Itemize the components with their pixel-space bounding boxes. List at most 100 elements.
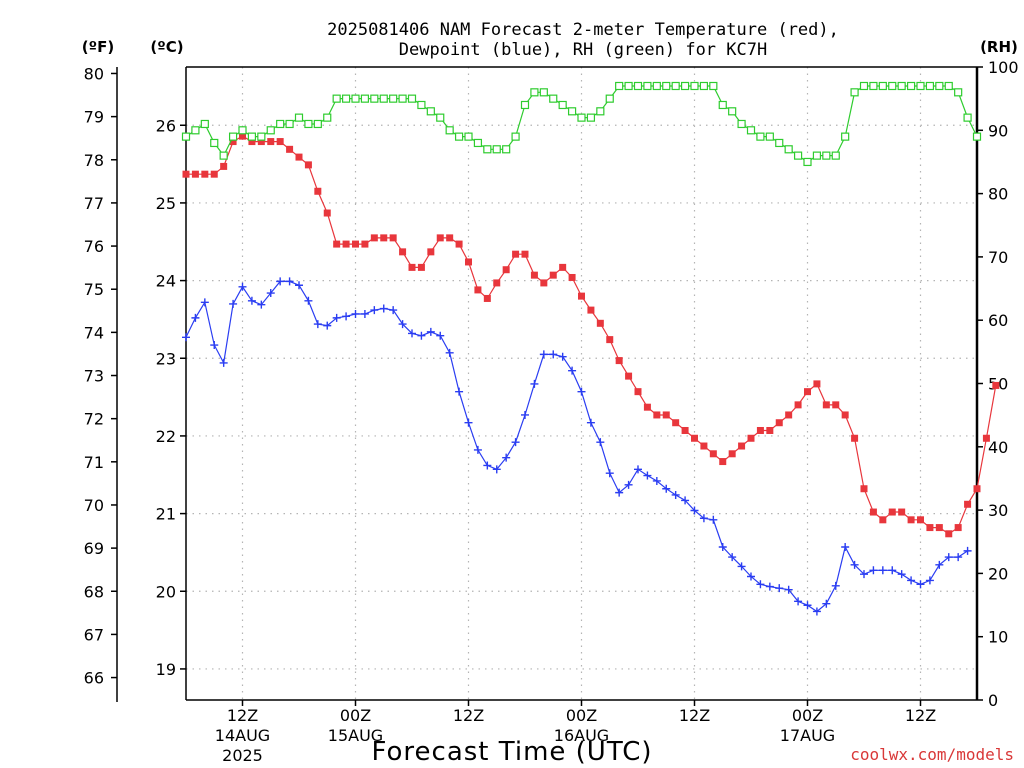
dewpoint-point [473,445,482,454]
rh-tick-label: 20 [988,564,1008,583]
rh-point [558,100,567,110]
rh-point [831,151,840,160]
temperature-point [700,442,708,450]
rh-point [728,107,737,116]
temperature-point [851,434,859,442]
dewpoint-point [577,387,586,396]
rh-point [464,132,473,141]
rh-point [662,81,671,91]
temperature-point [813,380,821,388]
rh-point [276,119,285,129]
dewpoint-point [652,476,661,485]
rh-point [567,107,577,116]
temperature-point [512,250,520,258]
dewpoint-point [935,560,944,569]
temperature-point [474,286,482,294]
temperature-point [333,240,341,248]
dewpoint-point [690,506,699,515]
dewpoint-point [728,553,737,562]
x-tick-date-label: 17AUG [780,726,835,745]
temperature-point [493,279,501,287]
temperature-point [276,138,284,146]
dewpoint-point [643,471,652,480]
temperature-point [785,411,793,419]
temperature-point [964,500,972,508]
dewpoint-point [709,515,718,524]
dewpoint-point [530,379,539,388]
axes: 66 67 68 69 70 71 72 73 74 75 76 77 78 79 80 19 20 21 22 23… [84,58,1019,710]
temperature-point [182,170,190,178]
dewpoint-point [257,300,266,309]
dewpoint-point [492,465,501,474]
temperature-point [935,524,943,532]
rh-point [925,81,935,91]
temperature-point [587,306,595,314]
dewpoint-point [841,542,850,551]
dewpoint-point [323,321,332,330]
dewpoint-point [897,570,906,579]
rh-point [822,151,831,160]
rh-point [238,126,247,135]
temperature-point [615,357,623,365]
celsius-tick-label: 19 [156,660,176,679]
rh-point [605,94,614,103]
temperature-point [766,426,774,434]
fahrenheit-tick-label: 69 [84,539,104,558]
fahrenheit-tick-label: 76 [84,237,104,256]
rh-point [379,94,388,103]
temperature-point [888,508,896,516]
fahrenheit-tick-label: 70 [84,496,104,515]
rh-point [897,81,906,91]
temperature-point [775,419,783,427]
rh-point [680,81,690,91]
x-tick-time-label: 00Z [340,706,371,725]
rh-point [436,113,445,122]
rh-point [323,113,332,122]
temperature-point [257,138,265,146]
celsius-tick-label: 22 [156,427,176,446]
temperature-point [747,434,755,442]
rh-point [210,138,219,148]
rh-tick-label: 100 [988,58,1019,77]
rh-point [652,81,661,91]
temperature-point [370,234,378,242]
dewpoint-point [822,599,831,608]
x-tick-time-label: 00Z [566,706,597,725]
rh-point [577,113,586,122]
temperature-point [530,271,538,279]
dewpoint-point [521,410,529,419]
rh-point [351,94,360,103]
dewpoint-point [408,329,416,338]
dewpoint-point [963,546,972,555]
temperature-point [578,292,585,300]
temperature-point [352,240,359,248]
temperature-point [926,524,934,532]
fahrenheit-tick-label: 80 [84,64,104,83]
celsius-tick-label: 23 [156,349,176,368]
rh-point [181,132,191,141]
dewpoint-point [455,387,464,396]
dewpoint-point [718,542,727,551]
rh-point [906,81,916,91]
x-tick-year-label: 2025 [222,746,263,765]
x-tick-time-label: 00Z [792,706,823,725]
temperature-point [559,263,567,271]
rh-point [586,113,596,122]
temperature-point [728,450,736,458]
dewpoint-point [681,496,690,505]
temperature-point [634,388,642,396]
dewpoint-point [229,299,238,308]
dewpoint-point [747,572,755,581]
dewpoint-point [671,490,680,499]
rh-point [360,94,370,103]
temperature-point [540,279,548,287]
temperature-point [606,336,614,344]
temperature-point [822,401,830,409]
dewpoint-point [775,584,784,593]
grid-lines [186,67,977,700]
temperature-point [417,263,425,271]
dewpoint-point [699,514,708,523]
temperature-point [709,450,717,458]
rh-point [247,132,257,141]
dewpoint-point [502,453,511,462]
